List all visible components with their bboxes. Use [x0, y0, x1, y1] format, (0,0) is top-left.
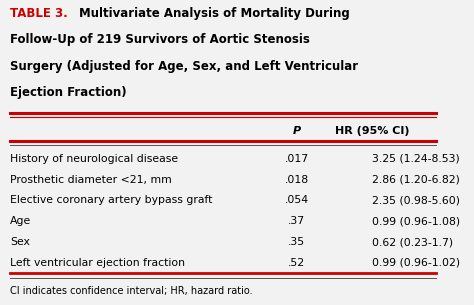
- Text: .018: .018: [284, 174, 309, 185]
- Text: CI indicates confidence interval; HR, hazard ratio.: CI indicates confidence interval; HR, ha…: [10, 286, 253, 296]
- Text: .054: .054: [284, 196, 309, 205]
- Text: P: P: [292, 126, 301, 136]
- Text: 0.99 (0.96-1.02): 0.99 (0.96-1.02): [372, 258, 460, 268]
- Text: Prosthetic diameter <21, mm: Prosthetic diameter <21, mm: [10, 174, 172, 185]
- Text: Left ventricular ejection fraction: Left ventricular ejection fraction: [10, 258, 185, 268]
- Text: TABLE 3.: TABLE 3.: [10, 7, 68, 20]
- Text: .35: .35: [288, 237, 305, 247]
- Text: .52: .52: [288, 258, 305, 268]
- Text: 3.25 (1.24-8.53): 3.25 (1.24-8.53): [372, 154, 460, 164]
- Text: 2.35 (0.98-5.60): 2.35 (0.98-5.60): [372, 196, 460, 205]
- Text: HR (95% CI): HR (95% CI): [335, 126, 409, 136]
- Text: .37: .37: [288, 216, 305, 226]
- Text: Surgery (Adjusted for Age, Sex, and Left Ventricular: Surgery (Adjusted for Age, Sex, and Left…: [10, 60, 358, 73]
- Text: Multivariate Analysis of Mortality During: Multivariate Analysis of Mortality Durin…: [79, 7, 350, 20]
- Text: .017: .017: [284, 154, 309, 164]
- Text: 0.62 (0.23-1.7): 0.62 (0.23-1.7): [372, 237, 453, 247]
- Text: Follow-Up of 219 Survivors of Aortic Stenosis: Follow-Up of 219 Survivors of Aortic Ste…: [10, 33, 310, 46]
- Text: 2.86 (1.20-6.82): 2.86 (1.20-6.82): [372, 174, 460, 185]
- Text: 0.99 (0.96-1.08): 0.99 (0.96-1.08): [372, 216, 460, 226]
- Text: History of neurological disease: History of neurological disease: [10, 154, 178, 164]
- Text: Elective coronary artery bypass graft: Elective coronary artery bypass graft: [10, 196, 213, 205]
- Text: Sex: Sex: [10, 237, 30, 247]
- Text: Ejection Fraction): Ejection Fraction): [10, 86, 127, 99]
- Text: Age: Age: [10, 216, 31, 226]
